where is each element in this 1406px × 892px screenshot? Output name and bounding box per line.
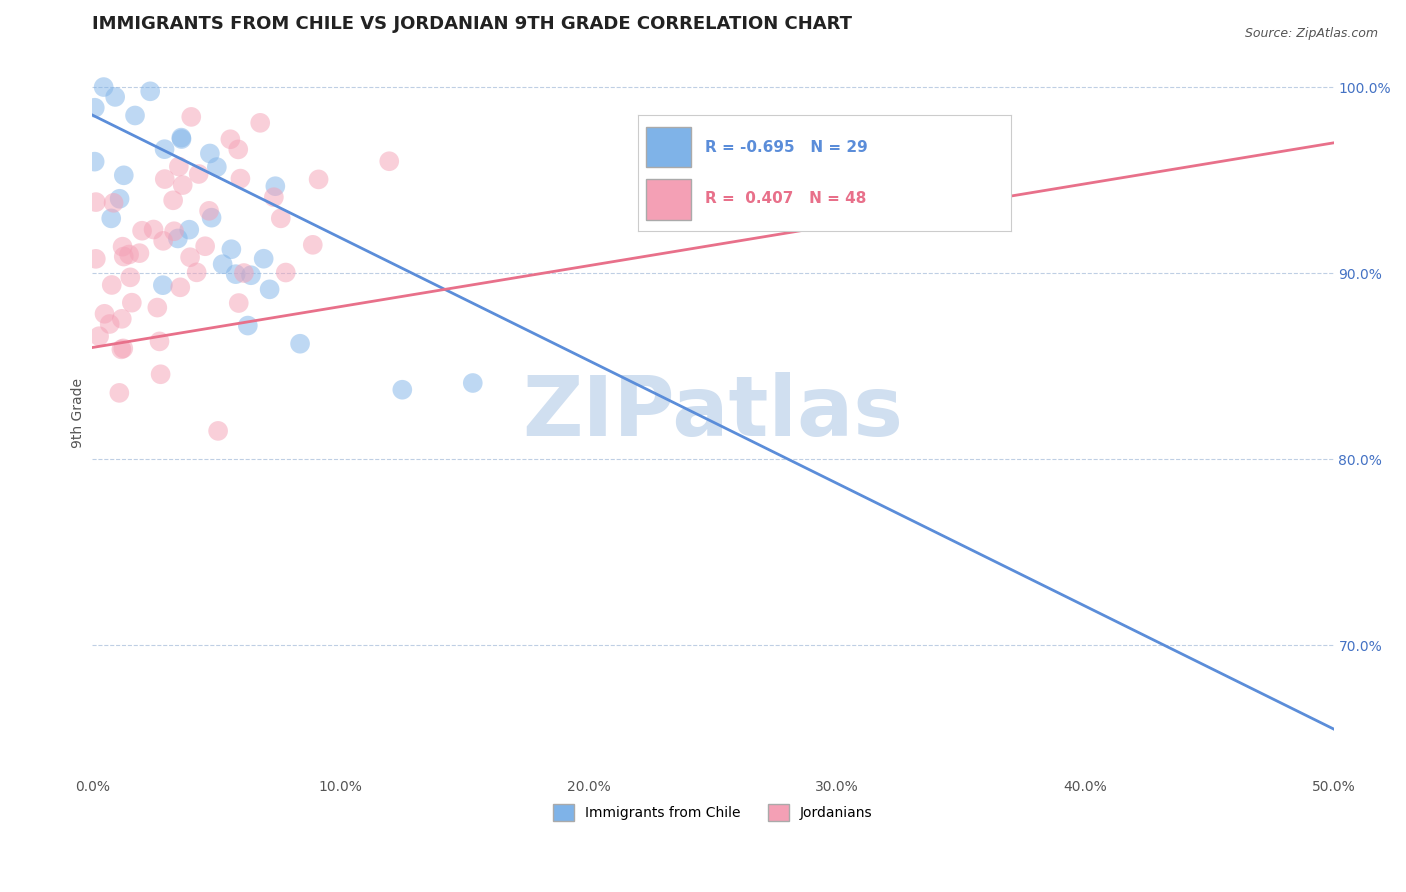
Point — [240, 268, 263, 283]
Point — [391, 383, 413, 397]
Point — [308, 172, 330, 186]
Point — [162, 194, 184, 208]
Text: IMMIGRANTS FROM CHILE VS JORDANIAN 9TH GRADE CORRELATION CHART: IMMIGRANTS FROM CHILE VS JORDANIAN 9TH G… — [93, 15, 852, 33]
Point — [152, 234, 174, 248]
Point — [100, 277, 122, 292]
Point — [100, 211, 122, 226]
Point — [198, 146, 221, 161]
Point — [120, 270, 142, 285]
Point — [194, 239, 217, 253]
Point — [198, 203, 221, 218]
Point — [219, 132, 242, 146]
Point — [108, 192, 131, 206]
Point — [170, 132, 193, 146]
Point — [253, 252, 276, 266]
Point — [111, 240, 134, 254]
Point — [179, 222, 201, 236]
Point — [264, 179, 287, 194]
Point — [83, 154, 105, 169]
Point — [112, 342, 135, 356]
Point — [108, 385, 131, 400]
Point — [121, 295, 143, 310]
Point — [110, 343, 132, 357]
Point — [146, 301, 169, 315]
Point — [83, 101, 105, 115]
Point — [152, 278, 174, 293]
Point — [232, 266, 254, 280]
Point — [263, 190, 285, 204]
Point — [207, 424, 229, 438]
Point — [170, 130, 193, 145]
Point — [259, 282, 281, 296]
Point — [200, 211, 222, 225]
Point — [172, 178, 194, 192]
Point — [180, 110, 202, 124]
Point — [149, 368, 172, 382]
Point — [236, 318, 259, 333]
Point — [112, 169, 135, 183]
Point — [87, 329, 110, 343]
Point — [187, 167, 209, 181]
Text: ZIPatlas: ZIPatlas — [523, 372, 903, 453]
Point — [84, 195, 107, 210]
Point — [288, 336, 311, 351]
Point — [142, 222, 165, 236]
Point — [104, 90, 127, 104]
Point — [270, 211, 292, 226]
Point — [128, 246, 150, 260]
Point — [153, 142, 176, 156]
Point — [205, 160, 228, 174]
Point — [301, 237, 323, 252]
Point — [229, 171, 252, 186]
Point — [461, 376, 484, 390]
Point — [103, 195, 125, 210]
Point — [249, 116, 271, 130]
Point — [211, 257, 233, 271]
Point — [228, 296, 250, 310]
Point — [84, 252, 107, 266]
Point — [148, 334, 170, 349]
Point — [139, 84, 162, 98]
Point — [179, 250, 201, 264]
Point — [226, 142, 249, 156]
Point — [163, 224, 186, 238]
Point — [221, 242, 243, 256]
Legend: Immigrants from Chile, Jordanians: Immigrants from Chile, Jordanians — [547, 798, 879, 827]
Point — [186, 265, 208, 279]
Point — [167, 160, 190, 174]
Point — [274, 266, 297, 280]
Point — [225, 267, 247, 281]
Y-axis label: 9th Grade: 9th Grade — [72, 377, 86, 448]
Point — [112, 250, 135, 264]
Point — [378, 154, 401, 169]
Point — [93, 80, 115, 95]
Point — [111, 311, 134, 326]
Point — [169, 280, 191, 294]
Point — [118, 247, 141, 261]
Text: Source: ZipAtlas.com: Source: ZipAtlas.com — [1244, 27, 1378, 40]
Point — [131, 224, 153, 238]
Point — [124, 108, 146, 122]
Point — [93, 307, 115, 321]
Point — [166, 231, 188, 245]
Point — [98, 317, 121, 331]
Point — [153, 172, 176, 186]
